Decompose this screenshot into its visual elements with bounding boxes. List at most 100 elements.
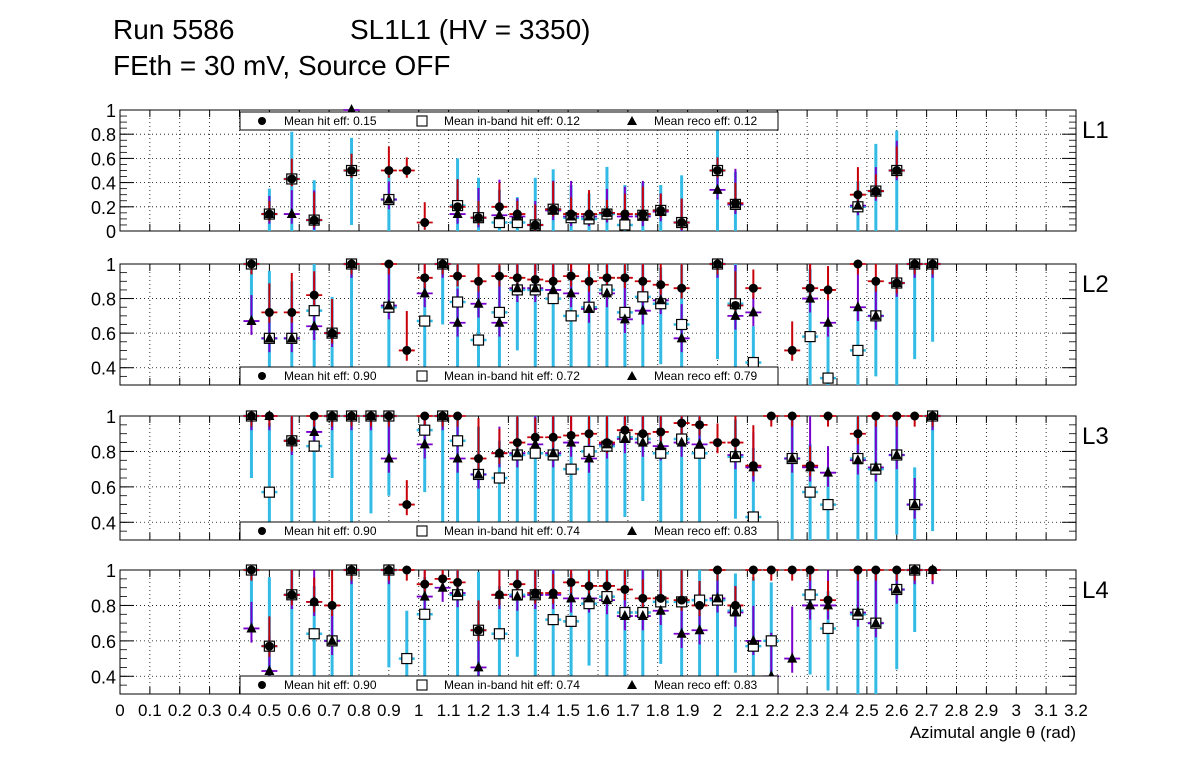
reco-marker bbox=[655, 440, 666, 451]
inband-marker bbox=[765, 635, 777, 647]
inband-marker bbox=[419, 315, 431, 327]
legend-hit-marker bbox=[258, 117, 266, 125]
reco-marker bbox=[548, 447, 559, 458]
hit-marker bbox=[787, 411, 797, 421]
hit-marker bbox=[730, 198, 740, 208]
reco-marker bbox=[694, 624, 705, 635]
inband-marker bbox=[419, 424, 431, 436]
x-tick-label: 0 bbox=[115, 701, 124, 720]
hit-marker bbox=[264, 209, 274, 219]
hit-marker bbox=[309, 411, 319, 421]
x-tick-label: 2.6 bbox=[885, 701, 909, 720]
reco-marker bbox=[286, 208, 297, 219]
hit-marker bbox=[287, 174, 297, 184]
hit-marker bbox=[309, 290, 319, 300]
hit-marker bbox=[730, 300, 740, 310]
reco-marker bbox=[870, 461, 881, 472]
reco-marker bbox=[383, 452, 394, 463]
hit-marker bbox=[474, 625, 483, 635]
hit-marker bbox=[805, 461, 815, 471]
hit-marker bbox=[620, 425, 630, 435]
reco-marker bbox=[473, 468, 484, 479]
hit-marker bbox=[656, 205, 666, 215]
hit-marker bbox=[656, 427, 666, 437]
x-tick-label: 3 bbox=[1012, 701, 1021, 720]
inband-marker bbox=[263, 486, 275, 498]
reco-marker bbox=[494, 316, 505, 327]
x-tick-label: 0.9 bbox=[377, 701, 401, 720]
x-tick-label: 2.7 bbox=[915, 701, 939, 720]
y-tick-label: 0.4 bbox=[91, 667, 116, 687]
reco-marker bbox=[655, 294, 666, 305]
hit-marker bbox=[713, 166, 722, 175]
reco-marker bbox=[637, 304, 648, 315]
reco-marker bbox=[870, 309, 881, 320]
hit-marker bbox=[366, 411, 376, 421]
reco-marker bbox=[246, 315, 257, 326]
reco-marker bbox=[694, 438, 705, 449]
hit-marker bbox=[853, 190, 863, 200]
hit-marker bbox=[787, 565, 797, 575]
hit-marker bbox=[584, 209, 594, 219]
legend-reco-marker bbox=[627, 116, 637, 125]
reco-marker bbox=[748, 306, 759, 317]
reco-marker bbox=[712, 592, 723, 603]
x-tick-label: 0.8 bbox=[347, 701, 371, 720]
legend-reco-marker bbox=[627, 680, 637, 689]
x-tick-label: 1.6 bbox=[586, 701, 610, 720]
x-tick-label: 0.7 bbox=[317, 701, 341, 720]
inband-marker bbox=[565, 463, 577, 475]
hit-marker bbox=[677, 595, 687, 605]
reco-marker bbox=[309, 320, 320, 331]
inband-marker bbox=[565, 310, 577, 322]
inband-marker bbox=[419, 608, 431, 620]
x-tick-label: 1.9 bbox=[676, 701, 700, 720]
inband-marker bbox=[451, 435, 464, 447]
hit-marker bbox=[584, 429, 594, 439]
reco-marker bbox=[309, 425, 320, 436]
hit-marker bbox=[638, 593, 648, 603]
hit-marker bbox=[871, 411, 881, 421]
plot-frame-l4 bbox=[119, 569, 1077, 695]
reco-marker bbox=[584, 302, 595, 313]
hit-marker bbox=[730, 600, 740, 610]
hit-marker bbox=[548, 204, 558, 214]
hit-marker bbox=[823, 595, 833, 605]
legend-hit-marker bbox=[258, 527, 266, 535]
hit-marker bbox=[853, 565, 863, 575]
hit-marker bbox=[327, 328, 337, 338]
inband-marker bbox=[547, 613, 559, 626]
hit-marker bbox=[892, 565, 902, 575]
y-tick-label: 0.8 bbox=[91, 125, 116, 145]
reco-marker bbox=[637, 436, 648, 447]
hit-marker bbox=[748, 565, 758, 575]
hit-marker bbox=[823, 411, 833, 421]
reco-marker bbox=[787, 652, 798, 663]
legend-inband-label: Mean in-band hit eff: 0.72 bbox=[444, 369, 580, 383]
y-tick-label: 0.4 bbox=[91, 359, 116, 379]
reco-marker bbox=[530, 438, 541, 449]
hit-marker bbox=[748, 283, 758, 293]
y-tick-label: 1 bbox=[106, 255, 116, 275]
x-tick-label: 0.3 bbox=[198, 701, 222, 720]
reco-marker bbox=[852, 606, 863, 617]
y-tick-label: 0.6 bbox=[91, 478, 116, 498]
reco-marker bbox=[512, 282, 523, 293]
hit-marker bbox=[602, 581, 612, 591]
hit-marker bbox=[853, 429, 863, 439]
hit-marker bbox=[494, 202, 504, 212]
reco-marker bbox=[512, 447, 523, 458]
reco-marker bbox=[473, 297, 484, 308]
reco-marker bbox=[852, 199, 863, 210]
y-tick-label: 1 bbox=[106, 407, 116, 427]
hit-marker bbox=[677, 283, 687, 293]
hit-marker bbox=[928, 565, 938, 575]
hit-marker bbox=[327, 600, 337, 610]
y-tick-label: 0.6 bbox=[91, 324, 116, 344]
reco-marker bbox=[264, 332, 275, 343]
legend-hit-label: Mean hit eff: 0.90 bbox=[284, 678, 377, 692]
x-tick-label: 1.1 bbox=[437, 701, 461, 720]
conditions-label: FEth = 30 mV, Source OFF bbox=[113, 50, 451, 81]
x-tick-label: 0.5 bbox=[258, 701, 282, 720]
inband-marker bbox=[804, 486, 816, 498]
